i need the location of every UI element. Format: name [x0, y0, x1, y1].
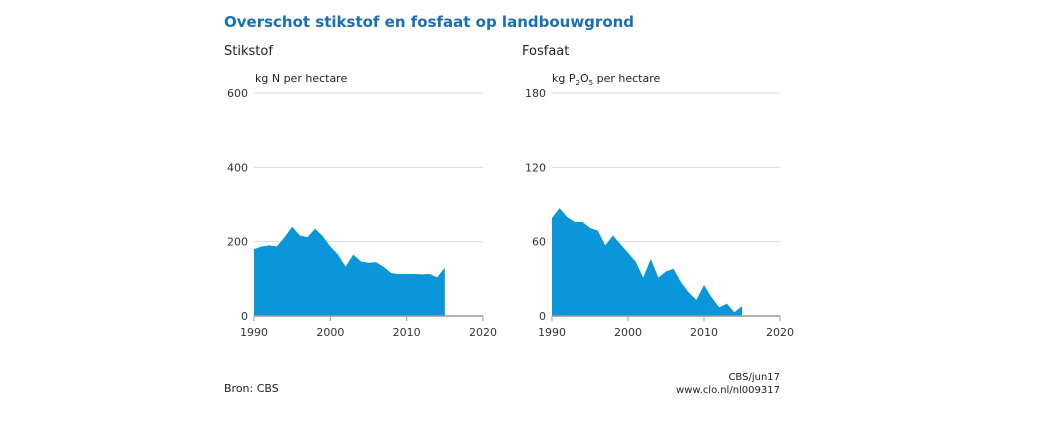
ylabel-fosfaat: kg P2O5 per hectare	[552, 72, 661, 88]
x-tick-label: 2000	[316, 326, 344, 339]
y-tick-label: 600	[227, 87, 248, 100]
x-tick-label: 2010	[393, 326, 421, 339]
x-tick-label: 2020	[469, 326, 497, 339]
y-tick-label: 60	[532, 236, 546, 249]
y-tick-label: 120	[525, 161, 546, 174]
y-tick-label: 200	[227, 236, 248, 249]
area-series-stikstof	[254, 226, 445, 316]
panel-title-fosfaat: Fosfaat	[522, 44, 570, 59]
url: www.clo.nl/nl009317	[676, 385, 780, 396]
y-tick-label: 180	[525, 87, 546, 100]
x-tick-label: 1990	[240, 326, 268, 339]
y-tick-label: 0	[539, 310, 546, 323]
x-tick-label: 1990	[538, 326, 566, 339]
x-tick-label: 2010	[690, 326, 718, 339]
area-series-fosfaat	[552, 208, 742, 316]
x-tick-label: 2020	[766, 326, 794, 339]
panel-title-stikstof: Stikstof	[224, 44, 273, 59]
y-tick-label: 0	[241, 310, 248, 323]
source: Bron: CBS	[224, 382, 279, 395]
y-tick-label: 400	[227, 161, 248, 174]
credit: CBS/jun17	[728, 372, 780, 383]
ylabel-stikstof: kg N per hectare	[255, 72, 348, 85]
chart-title: Overschot stikstof en fosfaat op landbou…	[224, 13, 635, 31]
x-tick-label: 2000	[614, 326, 642, 339]
